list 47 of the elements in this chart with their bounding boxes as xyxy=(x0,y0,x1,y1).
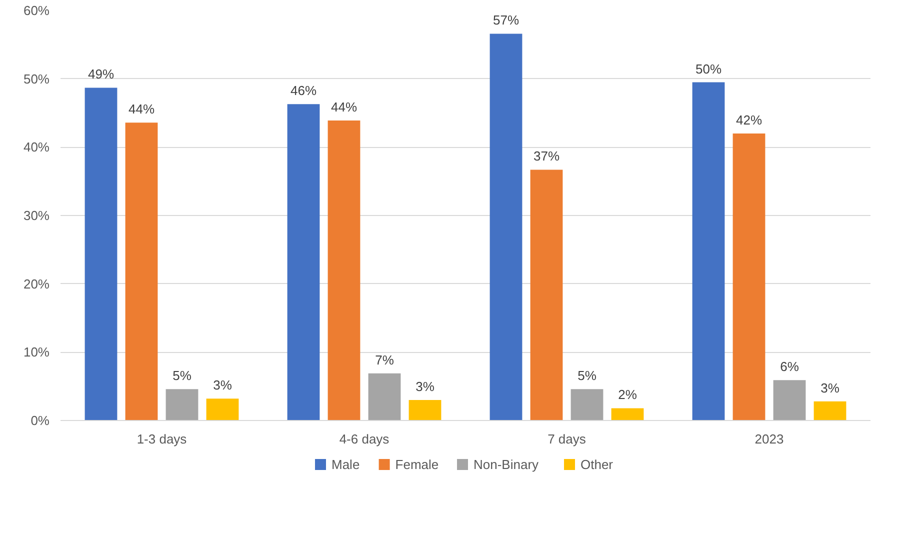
data-label: 49% xyxy=(88,66,114,82)
x-tick-label: 4-6 days xyxy=(339,432,390,446)
bar xyxy=(125,122,158,420)
legend-label: Male xyxy=(332,457,360,472)
bar xyxy=(84,88,118,420)
legend-label: Other xyxy=(580,457,614,472)
data-label: 6% xyxy=(780,359,800,374)
data-label: 50% xyxy=(695,61,722,76)
legend-label: Female xyxy=(395,457,439,472)
data-label: 57% xyxy=(492,12,520,28)
x-tick-label: 7 days xyxy=(548,432,586,446)
bar xyxy=(530,170,563,420)
bar xyxy=(408,400,442,420)
bar xyxy=(814,401,846,420)
bar xyxy=(732,134,766,420)
data-label: 37% xyxy=(533,148,560,164)
bar xyxy=(692,82,725,420)
y-tick-label: 50% xyxy=(23,71,50,86)
data-label: 3% xyxy=(213,378,232,393)
legend-label: Non-Binary xyxy=(474,457,540,472)
data-label: 44% xyxy=(128,102,155,117)
data-label: 5% xyxy=(578,368,597,384)
y-tick-label: 20% xyxy=(23,276,50,292)
y-tick-label: 60% xyxy=(23,3,50,18)
y-tick-label: 40% xyxy=(23,140,50,155)
bar xyxy=(287,104,320,420)
bar xyxy=(328,120,360,420)
data-label: 44% xyxy=(330,100,358,115)
bar xyxy=(166,389,198,420)
y-tick-label: 10% xyxy=(23,344,50,360)
x-tick-label: 2023 xyxy=(754,432,784,446)
data-label: 42% xyxy=(736,112,762,128)
bar xyxy=(206,398,239,420)
y-tick-label: 0% xyxy=(30,413,50,428)
bar xyxy=(490,34,522,420)
bar xyxy=(773,380,806,420)
bar xyxy=(570,389,604,420)
y-tick-label: 30% xyxy=(23,208,50,223)
data-label: 5% xyxy=(172,368,192,384)
data-label: 46% xyxy=(290,83,317,98)
bar xyxy=(611,408,644,420)
data-label: 2% xyxy=(618,387,638,402)
data-label: 3% xyxy=(820,380,840,396)
data-label: 3% xyxy=(416,379,435,394)
data-label: 7% xyxy=(375,352,394,368)
bar xyxy=(368,373,401,420)
x-tick-label: 1-3 days xyxy=(136,432,188,446)
